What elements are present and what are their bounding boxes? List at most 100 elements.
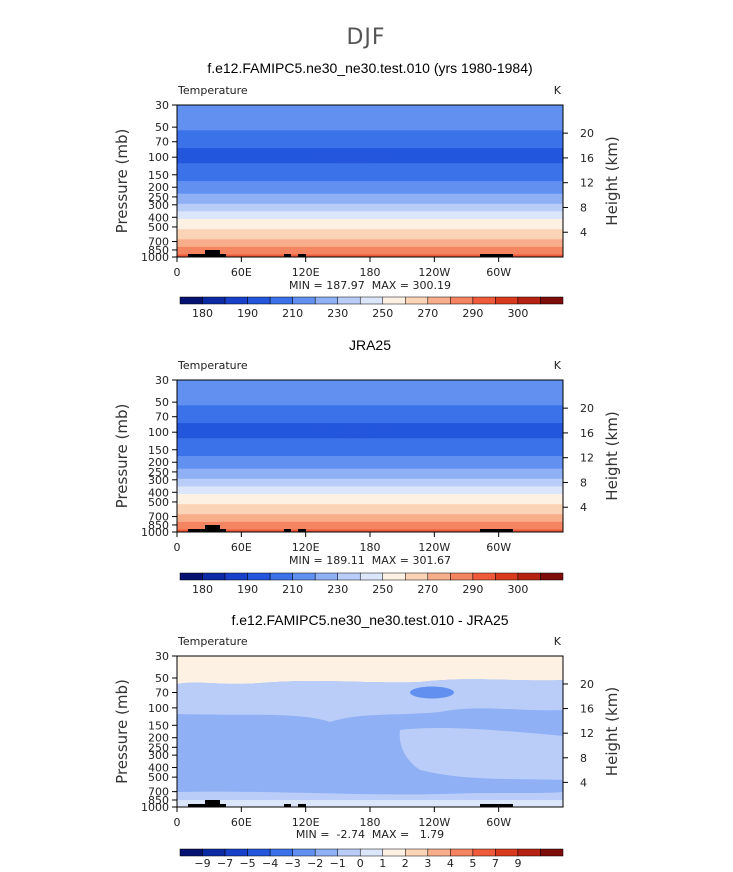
topography: [284, 529, 291, 532]
contour-band: [177, 168, 563, 172]
topography: [480, 529, 513, 532]
colorbar-swatch: [179, 572, 203, 581]
contour-band: [177, 392, 563, 396]
contour-band: [177, 186, 563, 190]
contour-band: [177, 226, 563, 230]
contour-band: [177, 382, 563, 386]
y-tick-label: 30: [155, 99, 169, 112]
x-tick-label: 0: [174, 541, 181, 554]
y-tick-label: 700: [148, 511, 169, 524]
colorbar-swatch: [540, 572, 564, 581]
y-right-tick-label: 20: [580, 678, 594, 691]
y-tick-label: 300: [148, 474, 169, 487]
contour-band: [177, 203, 563, 207]
y-right-tick-label: 20: [580, 402, 594, 415]
colorbar-swatch: [472, 848, 496, 857]
contour-band: [177, 453, 563, 457]
topography: [188, 525, 226, 532]
contour-band: [177, 208, 563, 212]
topography: [298, 529, 306, 532]
colorbar-swatch: [450, 296, 474, 305]
colorbar-swatch: [179, 848, 203, 857]
colorbar-label: −7: [217, 857, 233, 870]
y-tick-label: 850: [148, 244, 169, 257]
y-axis-label: Pressure (mb): [113, 404, 131, 509]
colorbar-swatch: [202, 572, 226, 581]
colorbar-swatch: [517, 296, 541, 305]
contour-band: [177, 229, 563, 233]
panel-2: JRA25 Temperature K 0 60E 120E 180 120W 60W 30 50 7…: [113, 337, 621, 596]
contour-band: [177, 211, 563, 215]
colorbar-label: 230: [327, 307, 348, 320]
colorbar-swatch: [495, 848, 519, 857]
contour-band: [177, 506, 563, 510]
colorbar-swatch: [427, 848, 451, 857]
colorbar-swatch: [450, 848, 474, 857]
colorbar-label: −2: [307, 857, 323, 870]
y-right-axis-label: Height (km): [603, 411, 621, 500]
y-tick-label: 250: [148, 466, 169, 479]
contour-band: [177, 450, 563, 455]
colorbar-label: 9: [514, 857, 521, 870]
colorbar-swatch: [337, 848, 361, 857]
figure-suptitle: DJF: [346, 25, 385, 50]
y-axis-label: Pressure (mb): [113, 129, 131, 234]
colorbar-label: −4: [262, 857, 278, 870]
contour-band: [177, 415, 563, 419]
plot-area: [177, 380, 563, 532]
colorbar-swatch: [269, 296, 293, 305]
contour-band: [177, 425, 563, 429]
contour-band: [177, 127, 563, 131]
contour-band: [410, 686, 454, 699]
contour-band: [177, 387, 563, 391]
x-tick-label: 180: [360, 266, 381, 279]
y-tick-label: 70: [155, 136, 169, 149]
y-right-tick-label: 20: [580, 127, 594, 140]
contour-band: [177, 526, 563, 531]
contour-band: [177, 148, 563, 152]
x-tick-label: 120E: [292, 266, 320, 279]
y-right-axis-label: Height (km): [603, 687, 621, 776]
y-axis-label: Pressure (mb): [113, 679, 131, 784]
y-tick-label: 200: [148, 732, 169, 745]
y-tick-label: 1000: [141, 801, 169, 814]
colorbar-swatch: [314, 296, 338, 305]
y-tick-label: 70: [155, 411, 169, 424]
y-tick-label: 500: [148, 221, 169, 234]
contour-band: [177, 443, 563, 447]
contour-band: [177, 130, 563, 134]
contour-band: [177, 461, 563, 465]
colorbar-label: 300: [507, 307, 528, 320]
y-right-tick-label: 16: [580, 152, 594, 165]
contour-band: [177, 117, 563, 121]
colorbar-swatch: [247, 296, 271, 305]
colorbar-label: 230: [327, 583, 348, 596]
contour-band: [177, 122, 563, 126]
colorbar-label: 210: [282, 583, 303, 596]
x-tick-label: 120E: [292, 541, 320, 554]
contour-band: [177, 143, 563, 147]
contour-band: [177, 390, 563, 394]
x-tick-label: 60W: [486, 816, 511, 829]
contour-band: [177, 445, 563, 449]
contour-band: [177, 435, 563, 439]
contour-band: [177, 110, 563, 114]
panel-units: K: [554, 84, 562, 97]
contour-band: [177, 473, 563, 477]
panel-left-label: Temperature: [177, 635, 248, 648]
colorbar-swatch: [540, 848, 564, 857]
minmax-label: MIN = 189.11 MAX = 301.67: [289, 554, 451, 567]
contour-band: [177, 423, 563, 427]
contour-band: [177, 511, 563, 515]
contour-band: [177, 458, 563, 462]
y-tick-label: 500: [148, 771, 169, 784]
contour-band: [177, 175, 563, 180]
y-tick-label: 100: [148, 426, 169, 439]
contour-band: [177, 254, 563, 257]
colorbar-swatch: [314, 572, 338, 581]
colorbar-swatch: [224, 848, 248, 857]
contour-band: [177, 213, 563, 218]
colorbar-swatch: [405, 572, 429, 581]
plot-area: [177, 105, 563, 257]
